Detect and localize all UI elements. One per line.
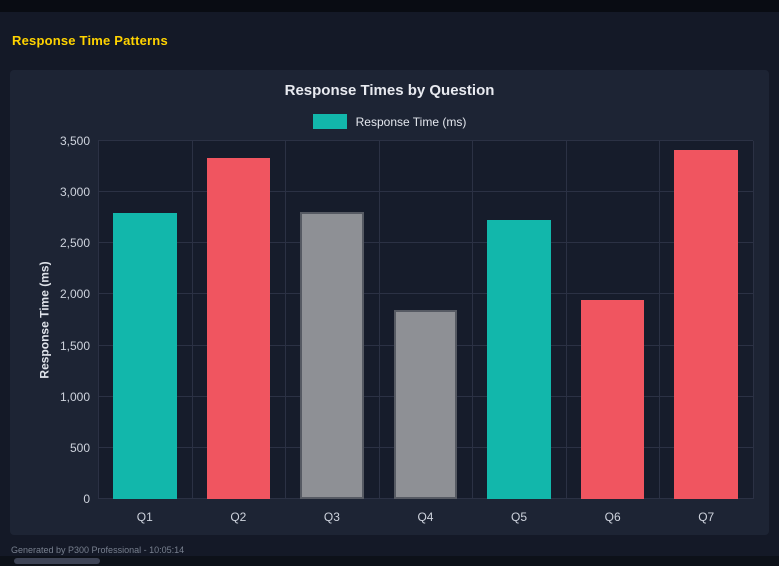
top-bar [0,0,779,12]
legend-swatch [312,114,347,129]
y-tick-label: 1,000 [59,389,90,404]
v-gridline [285,141,287,499]
chart-title: Response Times by Question [284,82,495,99]
y-tick-label: 0 [83,492,90,506]
x-axis-labels: Q1 Q2 Q3 Q4 Q5 Q6 Q7 [98,508,753,526]
x-tick-label: Q7 [698,510,715,524]
v-gridline [378,141,380,499]
y-axis-ticks: 0 500 1,000 1,500 2,000 2,500 3,000 3,500 [10,134,90,506]
scrollbar-thumb[interactable] [14,558,100,564]
y-tick-label: 3,000 [59,185,90,200]
v-gridline [98,141,99,499]
bar-q2[interactable] [206,158,271,499]
x-tick-label: Q3 [323,510,340,524]
x-tick-label: Q4 [417,510,434,524]
bar-q1[interactable] [112,212,177,499]
h-gridline [98,140,753,141]
legend-label: Response Time (ms) [355,114,467,129]
horizontal-scrollbar[interactable] [0,556,779,566]
chart-legend[interactable]: Response Time (ms) [10,114,769,129]
x-tick-label: Q2 [230,510,247,524]
v-gridline [472,141,474,499]
footer-note: Generated by P300 Professional - 10:05:1… [11,545,185,555]
bar-q3[interactable] [300,211,364,499]
x-tick-label: Q1 [136,510,153,524]
bar-q5[interactable] [487,219,551,499]
v-gridline [753,141,754,499]
h-gridline [98,293,753,295]
y-tick-label: 2,500 [59,236,90,251]
chart-panel: Response Times by Question Response Time… [10,70,769,535]
y-tick-label: 500 [69,440,90,455]
v-gridline [565,141,567,499]
v-gridline [191,141,193,499]
bar-q6[interactable] [580,299,645,499]
plot-area [98,140,754,499]
y-tick-label: 3,500 [59,134,90,148]
v-gridline [659,141,661,499]
bar-q7[interactable] [674,150,739,499]
bar-q4[interactable] [393,309,458,499]
h-gridline [98,191,753,193]
y-tick-label: 2,000 [59,287,90,302]
page-title: Response Time Patterns [12,33,168,48]
x-tick-label: Q6 [604,510,621,524]
h-gridline [98,242,753,244]
y-tick-label: 1,500 [59,338,90,353]
x-tick-label: Q5 [511,510,528,524]
